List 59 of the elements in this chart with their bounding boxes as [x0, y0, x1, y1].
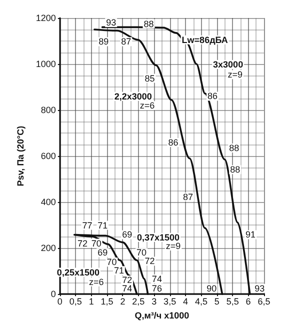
annotation: 86 — [208, 91, 218, 102]
annotation: z=9 — [166, 241, 181, 252]
x-tick-label: 0 — [57, 296, 62, 307]
x-tick-label: 0,5 — [69, 296, 82, 307]
annotation: 0,37x1500 — [136, 232, 180, 242]
y-tick-label: 800 — [40, 105, 56, 116]
annotation: 91 — [245, 230, 256, 240]
annotation: 70 — [106, 257, 117, 268]
y-tick-label: 600 — [40, 151, 56, 162]
annotation: 93 — [106, 18, 116, 28]
annotation: 87 — [183, 192, 194, 202]
annotation: 93 — [254, 283, 265, 294]
x-tick-label: 1 — [88, 296, 94, 307]
annotation: 89 — [98, 36, 109, 47]
annotation: 72 — [144, 256, 155, 266]
x-tick-label: 5,5 — [226, 296, 239, 307]
annotation: 71 — [98, 220, 108, 230]
x-tick-label: 4,5 — [194, 296, 208, 307]
annotation: 74 — [122, 283, 132, 294]
x-tick-label: 3,5 — [164, 296, 176, 307]
annotation: 69 — [122, 230, 132, 240]
x-tick-label: 4 — [183, 296, 188, 307]
annotation: 72 — [78, 238, 88, 248]
annotation: z=6 — [140, 100, 155, 111]
annotation: 88 — [229, 142, 240, 153]
annotation: 0,25x1500 — [56, 267, 100, 278]
annotation: 86 — [168, 137, 178, 148]
annotation: 87 — [121, 36, 132, 47]
x-tick-label: 6,5 — [258, 296, 270, 307]
annotation: Lw=86дБА — [182, 34, 228, 45]
annotation: 76 — [152, 283, 162, 294]
x-tick-label: 3 — [152, 296, 157, 307]
annotation: 72 — [122, 275, 132, 286]
y-tick-label: 1200 — [36, 13, 56, 23]
annotation: 70 — [91, 238, 102, 248]
y-tick-label: 400 — [40, 197, 56, 208]
x-tick-label: 2,5 — [132, 296, 145, 307]
annotation: 3x3000 — [213, 60, 244, 70]
annotation: 90 — [206, 283, 217, 294]
annotation: 77 — [82, 220, 92, 230]
annotation: 74 — [152, 274, 162, 284]
x-tick-label: 5 — [214, 296, 220, 307]
x-tick-label: 2 — [120, 296, 126, 307]
y-axis-title: Psv, Па (20°С) — [16, 126, 26, 186]
annotation: 88 — [144, 18, 154, 29]
x-tick-label: 6 — [246, 296, 251, 307]
annotation: z=6 — [88, 276, 104, 287]
y-tick-label: 0 — [50, 289, 56, 300]
y-tick-label: 200 — [40, 243, 56, 254]
x-tick-label: 1,5 — [100, 296, 114, 307]
annotation: 70 — [136, 248, 147, 258]
annotation: 88 — [230, 164, 240, 175]
annotation: 71 — [114, 266, 124, 276]
annotation: z=9 — [228, 70, 242, 80]
y-tick-label: 1000 — [36, 59, 56, 70]
annotation: 69 — [98, 248, 108, 258]
annotation: 2,2x3000 — [114, 91, 152, 102]
x-axis-title: Q,м³/ч x1000 — [134, 310, 190, 320]
annotation: 85 — [144, 73, 155, 84]
